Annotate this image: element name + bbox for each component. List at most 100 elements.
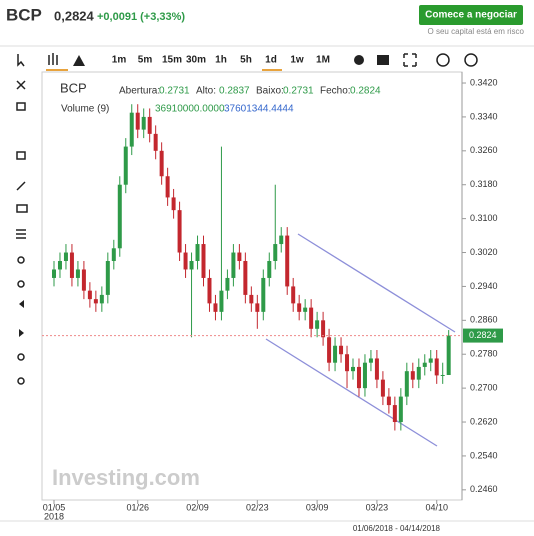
volume-value: 37601344.4444 [224,104,294,115]
candle-body [75,269,80,278]
x-tick-label: 02/09 [186,502,209,512]
timeframe[interactable]: 1d [265,55,277,66]
trend-line [265,338,438,447]
candle-body [255,303,260,312]
drawing-tools[interactable] [16,80,28,385]
x-tick-label: 03/23 [366,502,389,512]
tool[interactable] [17,353,25,361]
download-icon[interactable] [464,53,478,67]
candle-body [147,116,152,134]
tool[interactable] [16,102,26,111]
tool[interactable] [16,229,26,239]
tool[interactable] [17,256,25,264]
tool[interactable] [19,329,24,337]
last-price-label: 0.2824 [469,330,497,340]
legend-value: 0.2824 [350,86,381,97]
candle-body [291,286,296,304]
cursor-icon[interactable] [17,54,25,67]
y-tick-label: 0.2540 [470,450,498,460]
y-tick-label: 0.3260 [470,145,498,155]
candle-body [237,252,242,261]
candle-body [446,335,451,375]
candle-body [279,235,284,245]
tool[interactable] [16,204,28,213]
candle-body [207,277,212,304]
candle-body [231,252,236,278]
candle-body [261,277,266,312]
candle-body [69,252,74,278]
candle-body [339,345,344,355]
legend-value: 0.2731 [159,86,190,97]
candle-body [428,358,433,363]
candle-body [225,277,230,291]
timeframe[interactable]: 30m [186,55,206,66]
candle-body [183,252,188,270]
y-tick-label: 0.3020 [470,247,498,257]
candle-body [201,244,206,278]
candle-body [57,260,62,270]
candle-body [327,337,332,363]
watermark: Investing.com [52,465,200,490]
x-tick-label: 04/10 [425,502,448,512]
candle-body [386,396,391,406]
candle-body [351,366,355,372]
candle-body [297,303,302,312]
tool[interactable] [16,151,26,160]
candle-body [111,248,116,261]
candle-body [129,112,134,147]
candle-body [315,320,320,329]
tool[interactable] [19,300,24,308]
candle-body [165,176,170,198]
y-tick-label: 0.2700 [470,383,498,393]
candle-body [81,269,86,291]
candle-body [213,303,218,312]
candle-body [177,210,182,253]
toolbar-icons[interactable] [17,53,478,71]
tool[interactable] [16,181,26,191]
candle-body [410,371,415,380]
candle-icon[interactable] [48,53,58,65]
area-icon[interactable] [73,55,85,66]
candle-body [195,244,200,261]
timeframe[interactable]: 15m [162,55,182,66]
candle-body [153,133,158,151]
candle-body [374,358,379,380]
last-price-box [463,328,503,343]
tool[interactable] [17,280,25,288]
fullscreen-icon[interactable] [403,53,417,67]
candle-body [87,290,92,300]
trade-button-label[interactable]: Comece a negociar [425,10,517,21]
volume-value: 36910000.0000 [155,104,225,115]
candle-body [333,345,338,363]
candle-body [159,150,164,177]
trend-line [297,233,456,333]
candle-body [189,260,194,270]
timeframe[interactable]: 1M [316,55,330,66]
y-tick-label: 0.2620 [470,416,498,426]
trade-button[interactable] [419,5,523,25]
candle-body [398,396,403,423]
upload-icon[interactable] [436,53,450,67]
candle-body [434,358,439,376]
legend-label: Fecho: [320,86,351,97]
tool[interactable] [17,377,25,385]
timeframe[interactable]: 1h [215,55,227,66]
camera-icon[interactable] [377,55,389,65]
close-tool[interactable] [16,80,26,90]
date-range: 01/06/2018 - 04/14/2018 [353,524,441,533]
legend-value: 0.2837 [219,86,250,97]
candle-body [368,358,373,363]
candle-body [362,362,367,389]
y-tick-label: 0.3340 [470,111,498,121]
timeframe[interactable]: 5m [138,55,153,66]
price-change: +0,0091 (+3,33%) [97,11,185,23]
timeframe[interactable]: 1m [112,55,127,66]
candle-body [63,252,68,261]
legend-value: 0.2731 [283,86,314,97]
timeframe[interactable]: 1w [290,55,304,66]
settings-icon[interactable] [354,55,364,65]
candle-body [135,112,140,130]
x-year-label: 2018 [44,511,64,521]
timeframe[interactable]: 5h [240,55,252,66]
candle-body [171,197,176,211]
